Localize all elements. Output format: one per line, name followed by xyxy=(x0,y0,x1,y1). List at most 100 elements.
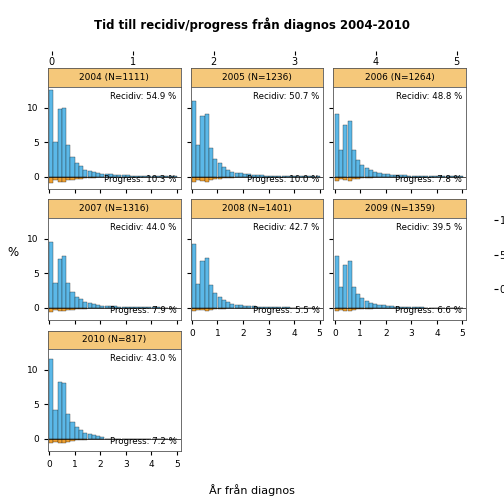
Bar xyxy=(88,171,92,176)
Bar xyxy=(356,160,360,176)
Bar xyxy=(83,302,87,307)
Bar xyxy=(377,176,382,177)
Bar xyxy=(205,258,209,307)
Text: Recidiv: 39.5 %: Recidiv: 39.5 % xyxy=(396,223,462,232)
Bar xyxy=(339,176,343,179)
Bar xyxy=(201,307,205,310)
Bar xyxy=(113,174,117,176)
Bar xyxy=(79,166,83,176)
Bar xyxy=(213,293,217,307)
Bar xyxy=(105,306,109,307)
Bar xyxy=(222,300,226,307)
Bar xyxy=(213,159,217,176)
Bar xyxy=(373,172,377,176)
Bar xyxy=(71,292,75,307)
Bar xyxy=(218,307,222,309)
Bar xyxy=(92,176,96,177)
Bar xyxy=(356,294,360,307)
Bar xyxy=(360,165,364,176)
Text: Recidiv: 54.9 %: Recidiv: 54.9 % xyxy=(110,92,177,101)
Bar xyxy=(192,244,196,307)
Bar xyxy=(239,173,243,176)
Bar xyxy=(96,173,100,176)
Text: Tid till recidiv/progress från diagnos 2004-2010: Tid till recidiv/progress från diagnos 2… xyxy=(94,18,410,32)
Bar xyxy=(348,176,352,180)
Bar xyxy=(260,175,264,176)
Bar xyxy=(92,304,96,307)
Bar xyxy=(62,384,66,438)
Bar xyxy=(226,176,230,178)
Bar xyxy=(243,306,247,307)
Bar xyxy=(335,176,339,181)
Bar xyxy=(339,307,343,310)
Bar xyxy=(352,287,356,307)
Bar xyxy=(373,176,377,177)
Bar xyxy=(348,261,352,307)
Bar xyxy=(83,170,87,176)
Bar xyxy=(49,359,53,438)
Bar xyxy=(71,157,75,176)
Bar xyxy=(234,304,239,307)
Bar xyxy=(62,256,66,307)
Text: Progress: 7.9 %: Progress: 7.9 % xyxy=(110,306,177,315)
Bar xyxy=(196,284,200,307)
Bar xyxy=(88,434,92,438)
Bar xyxy=(79,430,83,438)
Bar xyxy=(251,306,256,307)
Bar xyxy=(239,176,243,177)
Bar xyxy=(196,176,200,180)
Bar xyxy=(71,307,75,309)
Bar xyxy=(348,307,352,311)
Bar xyxy=(335,256,339,307)
Bar xyxy=(79,438,83,440)
Bar xyxy=(213,176,217,179)
Text: 2007 (N=1316): 2007 (N=1316) xyxy=(79,204,149,213)
Bar xyxy=(369,176,373,178)
Bar xyxy=(230,307,234,308)
Text: 2008 (N=1401): 2008 (N=1401) xyxy=(222,204,292,213)
Bar xyxy=(83,432,87,438)
Bar xyxy=(230,304,234,307)
Bar xyxy=(369,307,373,308)
Bar xyxy=(96,305,100,307)
Bar xyxy=(88,303,92,307)
Bar xyxy=(364,168,369,176)
Bar xyxy=(57,307,62,311)
Text: 2009 (N=1359): 2009 (N=1359) xyxy=(365,204,435,213)
Bar xyxy=(192,101,196,176)
Bar xyxy=(247,306,251,307)
Bar xyxy=(71,438,75,441)
Bar xyxy=(369,170,373,176)
Bar xyxy=(96,176,100,177)
Bar xyxy=(256,175,260,176)
Bar xyxy=(230,176,234,178)
Bar xyxy=(390,306,394,307)
Bar xyxy=(109,174,113,176)
Text: Recidiv: 42.7 %: Recidiv: 42.7 % xyxy=(253,223,320,232)
Bar xyxy=(205,114,209,176)
Bar xyxy=(75,296,79,307)
Bar xyxy=(343,307,347,311)
Bar xyxy=(360,176,364,178)
Bar xyxy=(105,174,109,176)
Bar xyxy=(66,146,71,176)
Bar xyxy=(360,307,364,309)
Bar xyxy=(66,283,71,307)
Bar xyxy=(205,176,209,181)
Bar xyxy=(100,437,104,438)
Bar xyxy=(196,307,200,309)
Bar xyxy=(343,125,347,176)
Text: Progress: 5.5 %: Progress: 5.5 % xyxy=(253,306,320,315)
Bar xyxy=(234,176,239,177)
Bar xyxy=(192,307,196,311)
Bar xyxy=(265,175,269,176)
Bar xyxy=(364,301,369,307)
Bar xyxy=(100,174,104,176)
Bar xyxy=(49,242,53,307)
Bar xyxy=(53,176,57,180)
Bar xyxy=(117,175,121,176)
Bar xyxy=(234,173,239,176)
Bar xyxy=(209,176,213,180)
Bar xyxy=(71,422,75,438)
Bar xyxy=(386,306,390,307)
